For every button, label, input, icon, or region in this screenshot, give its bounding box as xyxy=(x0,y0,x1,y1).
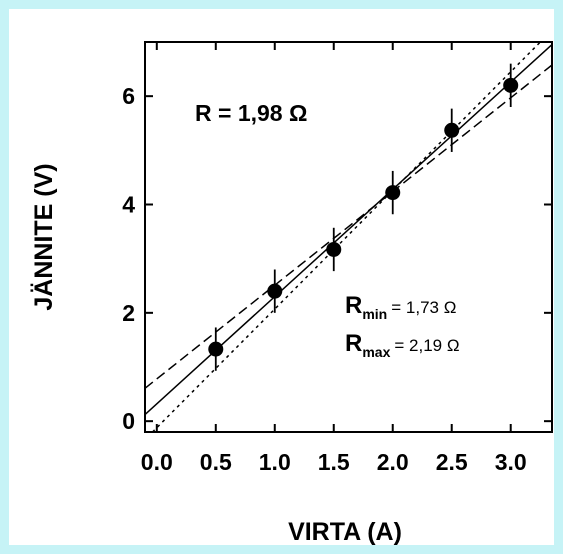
x-tick-label: 2.5 xyxy=(436,449,468,475)
y-tick-label: 6 xyxy=(122,83,135,109)
r-fit-annotation: R = 1,98 Ω xyxy=(195,100,307,126)
x-tick-label: 3.0 xyxy=(495,449,527,475)
fit-line-dotted xyxy=(151,41,541,433)
x-tick-label: 1.5 xyxy=(318,449,350,475)
point-marker xyxy=(208,341,224,357)
plot-area-border xyxy=(144,41,553,433)
fit-line-dashed xyxy=(144,64,553,389)
x-axis-title: VIRTA (A) xyxy=(288,518,402,546)
r-min-subscript: min xyxy=(362,306,387,322)
x-tick-label: 1.0 xyxy=(259,449,291,475)
x-tick-label: 0.5 xyxy=(200,449,232,475)
data-point xyxy=(208,327,224,371)
data-point xyxy=(267,269,283,313)
r-max-symbol: R xyxy=(345,330,362,357)
y-tick-label: 2 xyxy=(122,300,135,326)
point-marker xyxy=(444,122,460,138)
r-max-annotation: Rmax = 2,19 Ω xyxy=(345,330,460,360)
x-tick-label: 0.0 xyxy=(141,449,173,475)
point-marker xyxy=(326,241,342,257)
point-marker xyxy=(267,283,283,299)
point-marker xyxy=(385,185,401,201)
y-axis-title: JÄNNITE (V) xyxy=(30,163,58,310)
point-marker xyxy=(503,77,519,93)
x-tick-label: 2.0 xyxy=(377,449,409,475)
r-max-value: = 2,19 Ω xyxy=(394,336,459,355)
data-point xyxy=(444,108,460,152)
r-min-value: = 1,73 Ω xyxy=(391,298,456,317)
r-min-symbol: R xyxy=(345,292,362,319)
r-max-subscript: max xyxy=(362,344,390,360)
y-tick-label: 4 xyxy=(122,192,135,218)
data-point xyxy=(326,227,342,272)
y-tick-label: 0 xyxy=(122,408,135,434)
data-point xyxy=(503,63,519,107)
data-point xyxy=(385,170,401,215)
r-min-annotation: Rmin = 1,73 Ω xyxy=(345,292,456,322)
